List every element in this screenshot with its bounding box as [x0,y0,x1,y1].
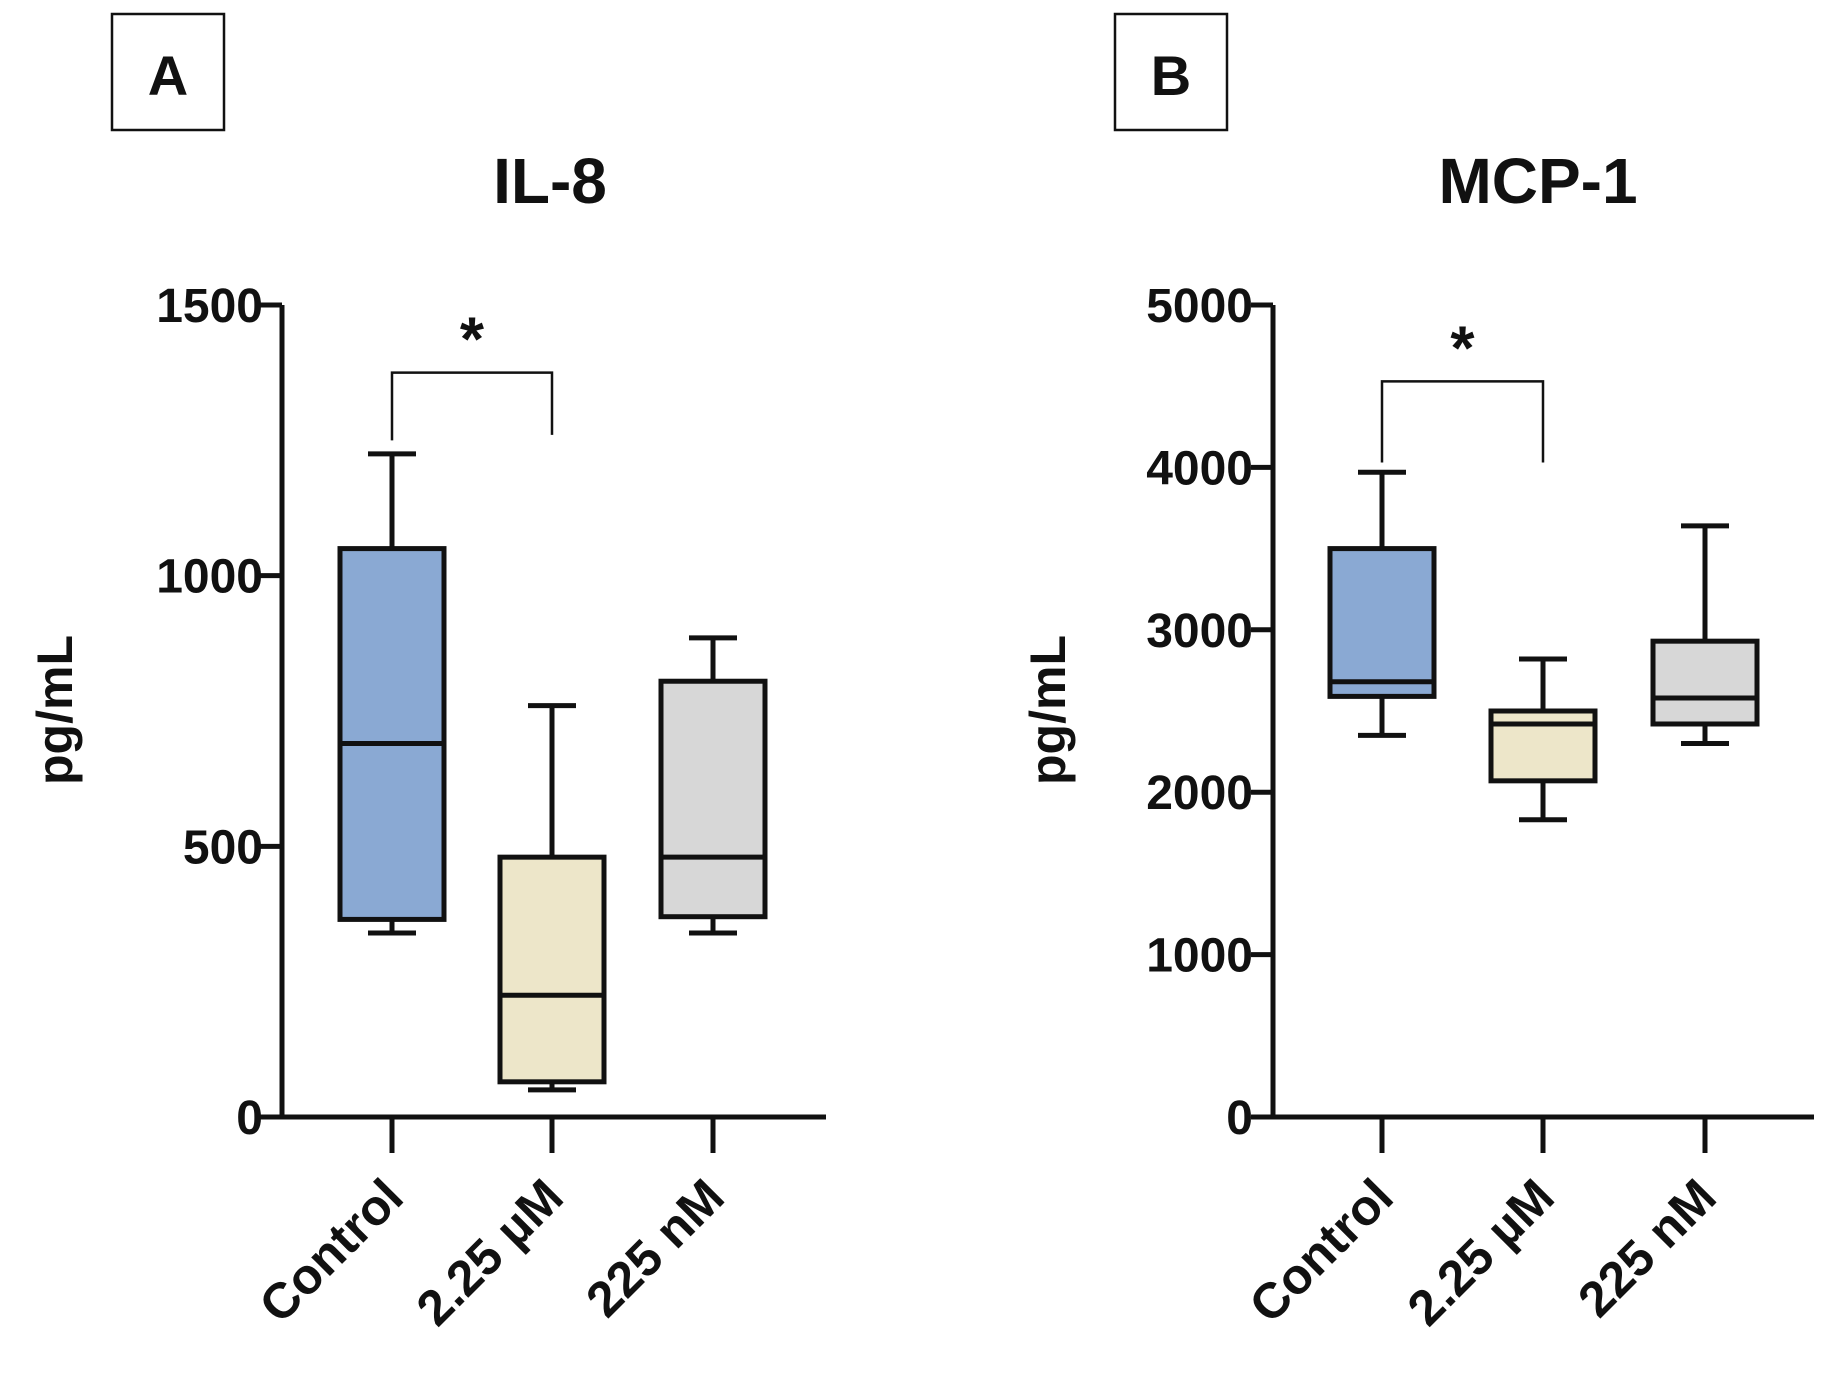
panel-b: B MCP-1 pg/mL 0 1000 2000 3000 4000 5000 Contr… [1020,12,1814,1336]
y-tick-label-b: 1000 [1146,930,1253,983]
panel-label-a: A [148,44,188,107]
box-a-3 [658,635,768,936]
panel-label-b: B [1151,44,1191,107]
y-tick-label-b: 0 [1226,1092,1253,1145]
box-a-1 [337,451,447,936]
x-tick-label-a: 2.25 µM [406,1168,574,1336]
box-a-2 [497,703,607,1093]
x-tick-label-a: 225 nM [575,1168,734,1327]
box-iqr [1650,638,1760,727]
box-iqr [497,854,607,1085]
box-b-1 [1327,469,1437,738]
box-iqr [337,546,447,922]
x-tick-label-b: 225 nM [1567,1168,1726,1327]
significance-asterisk: * [1450,314,1475,383]
significance-asterisk: * [460,306,485,375]
y-axis-label-b: pg/mL [1020,635,1076,785]
bracket-line [1380,380,1545,463]
box-iqr [1327,546,1437,699]
x-tick-label-b: 2.25 µM [1397,1168,1565,1336]
x-tick-label-a: Control [249,1168,414,1333]
box-iqr [658,678,768,920]
chart-title-b: MCP-1 [1438,145,1637,217]
y-tick-label-a: 1000 [156,551,263,604]
y-tick-label-b: 3000 [1146,605,1253,658]
y-axis-label-a: pg/mL [27,635,83,785]
significance-bracket-b: * [1380,314,1545,463]
y-tick-label-b: 4000 [1146,442,1253,495]
panel-label-box-b [1113,12,1229,132]
x-tick-label-b: Control [1239,1168,1404,1333]
box-b-2 [1488,656,1598,823]
significance-bracket-a: * [390,306,554,441]
box-iqr [1488,708,1598,784]
bracket-line [390,371,554,441]
y-tick-label-a: 0 [236,1092,263,1145]
y-tick-label-b: 2000 [1146,767,1253,820]
y-tick-label-b: 5000 [1146,280,1253,333]
box-b-3 [1650,523,1760,746]
panel-label-box-a [110,12,226,132]
y-tick-label-a: 1500 [156,280,263,333]
chart-title-a: IL-8 [493,145,607,217]
y-tick-label-a: 500 [183,821,263,874]
